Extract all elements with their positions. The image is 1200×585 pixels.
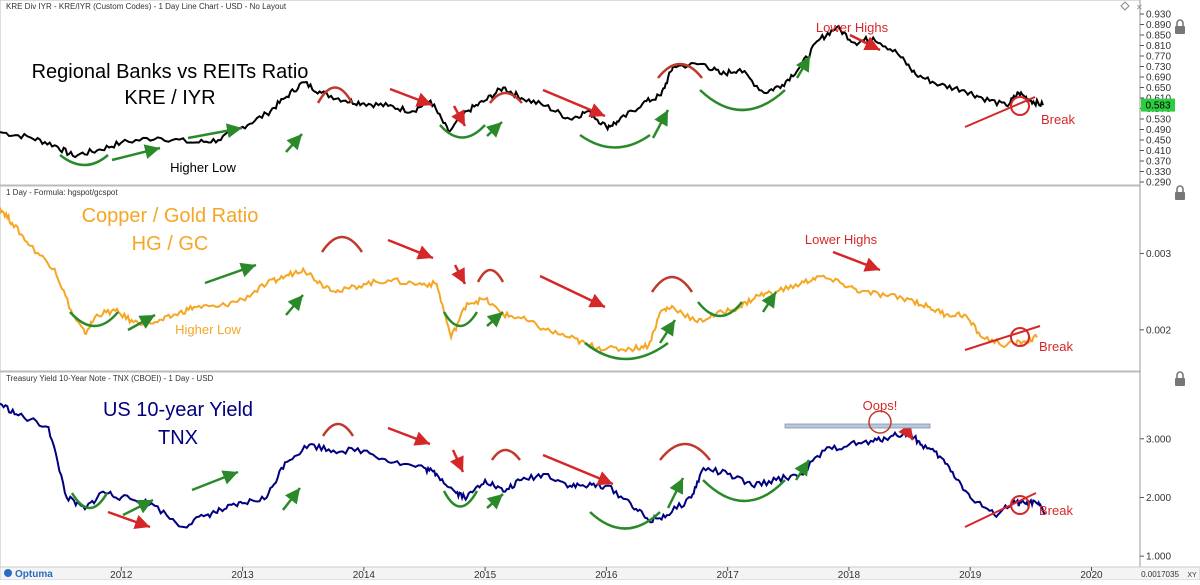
resistance-band <box>784 423 931 429</box>
panel-1-header: KRE Div IYR - KRE/IYR (Custom Codes) - 1… <box>6 2 287 11</box>
series-2-line <box>0 207 1038 353</box>
lock-icon-1[interactable] <box>1175 19 1185 34</box>
optuma-brand: Optuma <box>15 569 53 580</box>
scale-readout: 0.0017035 <box>1141 570 1179 579</box>
y-tick-label: 0.490 <box>1146 125 1171 136</box>
panel-1-title: Regional Banks vs REITs Ratio <box>32 61 309 83</box>
panel-3-title: US 10-year Yield <box>103 399 253 421</box>
y-tick-label: 0.850 <box>1146 31 1171 42</box>
y-tick-label: 2.000 <box>1146 493 1171 504</box>
annot-lower-highs-1: Lower Highs <box>816 20 889 35</box>
panel-2-subtitle: HG / GC <box>132 233 209 255</box>
panel-close-icon[interactable]: ✕ <box>1136 3 1143 12</box>
lock-icon-2[interactable] <box>1175 185 1185 200</box>
x-tick-label: 2019 <box>959 570 982 580</box>
y-tick-label: 0.410 <box>1146 146 1171 157</box>
annot-lower-highs-2: Lower Highs <box>805 232 878 247</box>
last-value-text: 0.583 <box>1145 101 1170 112</box>
x-tick-label: 2015 <box>474 570 497 580</box>
y-tick-label: 0.890 <box>1146 20 1171 31</box>
optuma-logo: Optuma <box>4 569 53 580</box>
panel-3-header: Treasury Yield 10-Year Note - TNX (CBOEI… <box>6 374 214 383</box>
x-tick-label: 2013 <box>231 570 254 580</box>
green-arrows <box>111 55 812 517</box>
annot-oops: Oops! <box>863 398 898 413</box>
y-tick-label: 0.370 <box>1146 157 1171 168</box>
y-tick-label: 0.730 <box>1146 62 1171 73</box>
annot-higher-low-2: Higher Low <box>175 322 241 337</box>
annot-break-2: Break <box>1039 339 1073 354</box>
x-tick-label: 2018 <box>838 570 861 580</box>
y-tick-label: 0.930 <box>1146 10 1171 21</box>
y-tick-label: 3.000 <box>1146 434 1171 445</box>
annot-break-3: Break <box>1039 503 1073 518</box>
panel-3-subtitle: TNX <box>158 427 198 449</box>
y-tick-label: 0.530 <box>1146 115 1171 126</box>
x-tick-label: 2016 <box>595 570 618 580</box>
annot-higher-low-1: Higher Low <box>170 160 236 175</box>
series-3-line <box>0 402 1046 529</box>
x-tick-label: 2012 <box>110 570 133 580</box>
oops-circle <box>868 410 892 434</box>
red-peak-marks <box>316 62 711 461</box>
x-tick-label: 2017 <box>717 570 740 580</box>
panel-2-header: 1 Day - Formula: hgspot/gcspot <box>6 188 118 197</box>
y-axis-ticks: 0.9300.8900.8500.8100.7700.7300.6900.650… <box>1140 10 1171 563</box>
y-tick-label: 0.770 <box>1146 52 1171 63</box>
y-tick-label: 0.650 <box>1146 83 1171 94</box>
y-tick-label: 0.330 <box>1146 167 1171 178</box>
x-tick-label: 2020 <box>1080 570 1103 580</box>
x-axis-ticks: 2012 2013 2014 2015 2016 2017 2018 2019 2020 <box>110 567 1103 581</box>
xy-toggle[interactable]: XY <box>1187 572 1197 579</box>
annot-break-1: Break <box>1041 112 1075 127</box>
x-tick-label: 2014 <box>353 570 376 580</box>
settings-diamond-icon[interactable] <box>1120 1 1130 11</box>
y-tick-label: 1.000 <box>1146 552 1171 563</box>
break-marks <box>964 96 1041 528</box>
red-arrows <box>107 33 915 530</box>
y-tick-label: 0.690 <box>1146 73 1171 84</box>
last-value-badge: 0.583 <box>1141 98 1175 112</box>
panel-1-subtitle: KRE / IYR <box>124 87 215 109</box>
lock-icon-3[interactable] <box>1175 371 1185 386</box>
panel-2-title: Copper / Gold Ratio <box>82 205 259 227</box>
green-trend-marks <box>59 89 786 530</box>
y-tick-label: 0.003 <box>1146 249 1171 260</box>
y-tick-label: 0.290 <box>1146 178 1171 189</box>
y-tick-label: 0.450 <box>1146 136 1171 147</box>
y-tick-label: 0.002 <box>1146 325 1171 336</box>
y-tick-label: 0.810 <box>1146 41 1171 52</box>
